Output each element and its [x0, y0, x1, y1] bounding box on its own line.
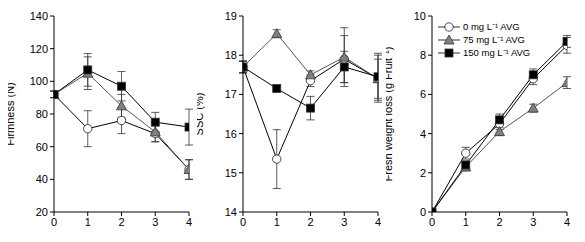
svg-text:0: 0	[51, 216, 57, 228]
svg-text:SSC (%): SSC (%)	[197, 93, 205, 136]
svg-text:20: 20	[36, 206, 48, 218]
svg-text:1: 1	[274, 216, 280, 228]
html-text:75 mg L⁻¹ AVG: 75 mg L⁻¹ AVG	[463, 34, 525, 45]
svg-text:0: 0	[420, 206, 426, 218]
svg-text:16: 16	[225, 128, 237, 140]
svg-text:2: 2	[118, 216, 124, 228]
svg-text:140: 140	[30, 10, 48, 22]
svg-text:0: 0	[429, 216, 435, 228]
svg-text:4: 4	[375, 216, 381, 228]
svg-text:19: 19	[225, 10, 237, 22]
html-text:150 mg L⁻¹ AVG: 150 mg L⁻¹ AVG	[463, 47, 531, 58]
svg-text:1: 1	[463, 216, 469, 228]
svg-text:Firmness (N): Firmness (N)	[8, 82, 16, 146]
svg-text:4: 4	[186, 216, 192, 228]
svg-text:120: 120	[30, 43, 48, 55]
svg-text:2: 2	[307, 216, 313, 228]
svg-text:2: 2	[496, 216, 502, 228]
svg-text:4: 4	[564, 216, 570, 228]
svg-text:0: 0	[240, 216, 246, 228]
svg-text:3: 3	[152, 216, 158, 228]
svg-text:80: 80	[36, 108, 48, 120]
svg-text:14: 14	[225, 206, 237, 218]
svg-text:100: 100	[30, 75, 48, 87]
svg-text:10: 10	[414, 10, 426, 22]
svg-text:1: 1	[85, 216, 91, 228]
svg-text:2: 2	[420, 167, 426, 179]
svg-text:4: 4	[420, 128, 426, 140]
svg-text:6: 6	[420, 88, 426, 100]
html-text:0 mg L⁻¹ AVG: 0 mg L⁻¹ AVG	[463, 21, 520, 32]
svg-text:40: 40	[36, 173, 48, 185]
svg-text:3: 3	[530, 216, 536, 228]
svg-text:Fresh weight loss (g Fruit⁻¹): Fresh weight loss (g Fruit⁻¹)	[386, 47, 394, 182]
svg-text:17: 17	[225, 88, 237, 100]
svg-text:15: 15	[225, 167, 237, 179]
svg-text:3: 3	[341, 216, 347, 228]
svg-text:8: 8	[420, 49, 426, 61]
svg-text:18: 18	[225, 49, 237, 61]
svg-text:60: 60	[36, 141, 48, 153]
